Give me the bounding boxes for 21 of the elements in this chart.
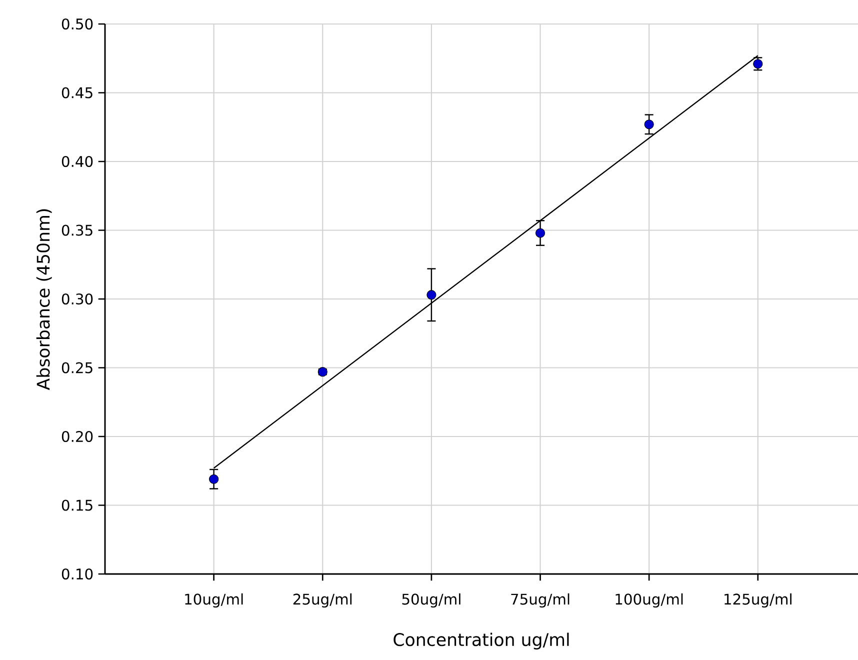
point [209,474,219,484]
point [535,228,546,238]
y-tick-label: 0.30 [62,293,93,305]
point [426,290,436,300]
y-tick-label: 0.25 [62,362,92,374]
y-tick-label: 0.15 [62,500,92,511]
y-tick-label: 0.40 [62,156,93,168]
point [644,120,654,130]
x-tick-label: 10ug/ml [185,593,243,608]
x-tick-label: 75ug/ml [511,593,570,608]
x-tick-label: 100ug/ml [616,593,683,608]
x-tick-label: 25ug/ml [293,593,352,608]
y-tick-label: 0.45 [62,87,92,98]
y-tick-label: 0.20 [62,430,93,442]
y-tick-label: 0.10 [62,568,93,580]
y-tick-label: 0.50 [62,18,93,30]
x-tick-label: 125ug/ml [724,593,792,608]
x-axis-title: Concentration ug/ml [394,632,569,650]
y-axis-title: Absorbance (450nm) [36,209,52,390]
x-tick-label: 50ug/ml [402,593,460,608]
y-tick-label: 0.35 [62,224,92,236]
